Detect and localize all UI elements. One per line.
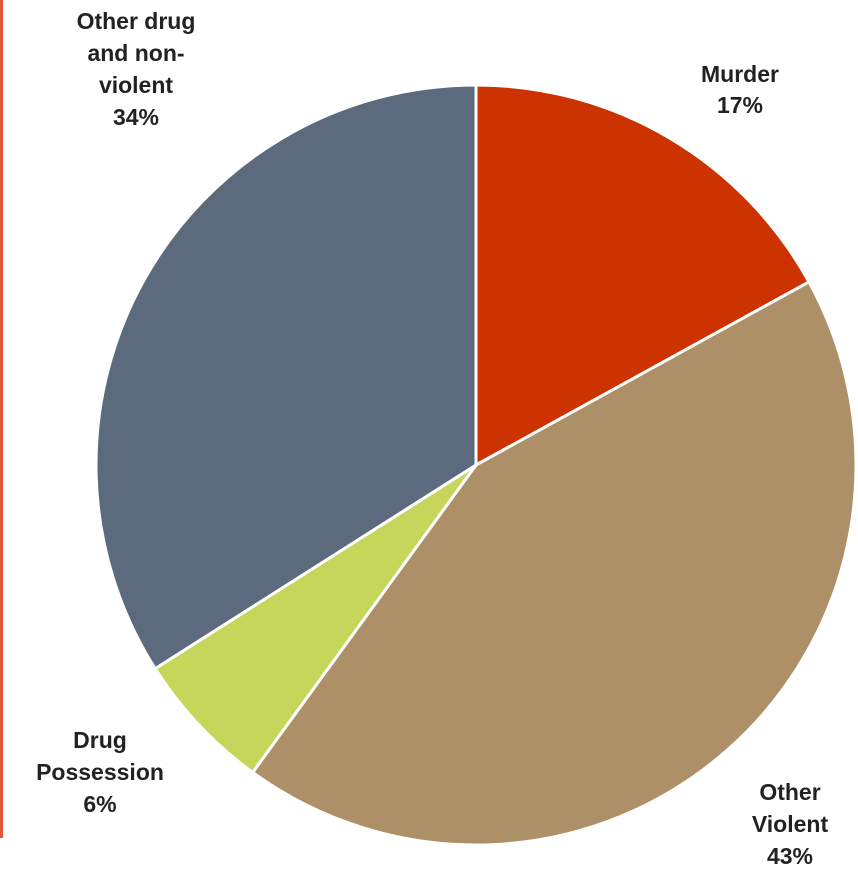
slice-label-murder: Murder 17% (701, 61, 779, 118)
murder-percent: 17% (717, 92, 763, 118)
pie-slices (96, 85, 856, 845)
other-drug-label-line-3: violent (99, 72, 173, 98)
other-drug-percent: 34% (113, 104, 159, 130)
other-drug-label-line-1: Other drug (77, 8, 196, 34)
slice-label-drug-possession: Drug Possession 6% (36, 727, 164, 817)
drug-possession-percent: 6% (83, 791, 116, 817)
other-violent-label-line-2: Violent (752, 811, 829, 837)
other-violent-label-line-1: Other (759, 779, 820, 805)
drug-possession-label-line-2: Possession (36, 759, 164, 785)
other-drug-label-line-2: and non- (87, 40, 184, 66)
murder-label: Murder (701, 61, 779, 87)
other-violent-percent: 43% (767, 843, 813, 869)
slice-label-other-drug-non-violent: Other drug and non- violent 34% (77, 8, 196, 130)
drug-possession-label-line-1: Drug (73, 727, 127, 753)
slice-label-other-violent: Other Violent 43% (752, 779, 829, 869)
